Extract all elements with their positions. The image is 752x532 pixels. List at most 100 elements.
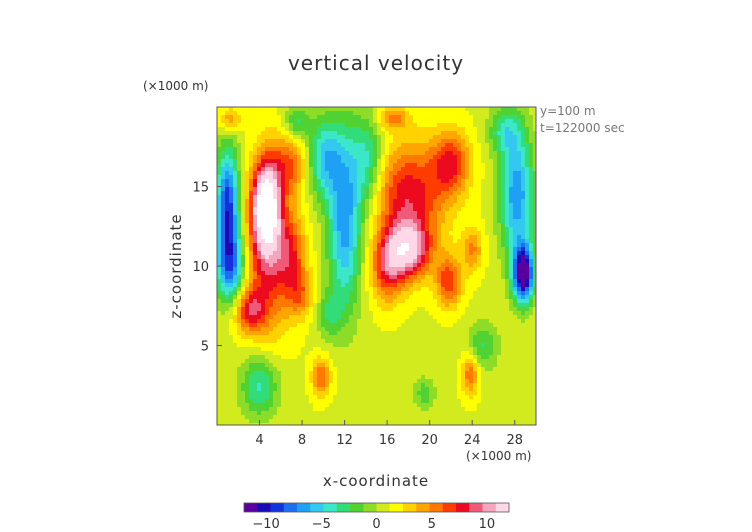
heatmap-cell bbox=[225, 147, 230, 152]
heatmap-cell bbox=[509, 347, 514, 352]
heatmap-cell bbox=[389, 291, 394, 296]
heatmap-cell bbox=[349, 275, 354, 280]
heatmap-cell bbox=[261, 307, 266, 312]
heatmap-cell bbox=[497, 167, 502, 172]
heatmap-cell bbox=[361, 115, 366, 120]
heatmap-cell bbox=[521, 319, 526, 324]
heatmap-cell bbox=[365, 175, 370, 180]
heatmap-cell bbox=[505, 339, 510, 344]
heatmap-cell bbox=[281, 207, 286, 212]
heatmap-cell bbox=[513, 291, 518, 296]
heatmap-cell bbox=[301, 231, 306, 236]
heatmap-cell bbox=[349, 251, 354, 256]
heatmap-cell bbox=[505, 119, 510, 124]
heatmap-cell bbox=[489, 295, 494, 300]
heatmap-cell bbox=[237, 127, 242, 132]
heatmap-cell bbox=[329, 111, 334, 116]
heatmap-cell bbox=[357, 195, 362, 200]
heatmap-cell bbox=[417, 195, 422, 200]
heatmap-cell bbox=[349, 311, 354, 316]
heatmap-cell bbox=[317, 347, 322, 352]
heatmap-cell bbox=[221, 215, 226, 220]
heatmap-cell bbox=[321, 235, 326, 240]
heatmap-cell bbox=[421, 311, 426, 316]
heatmap-cell bbox=[253, 271, 258, 276]
heatmap-cell bbox=[325, 355, 330, 360]
heatmap-cell bbox=[517, 135, 522, 140]
heatmap-cell bbox=[217, 259, 222, 264]
heatmap-cell bbox=[313, 119, 318, 124]
heatmap-cell bbox=[237, 263, 242, 268]
heatmap-cell bbox=[489, 251, 494, 256]
heatmap-cell bbox=[321, 239, 326, 244]
heatmap-cell bbox=[429, 231, 434, 236]
heatmap-cell bbox=[425, 115, 430, 120]
heatmap-cell bbox=[341, 275, 346, 280]
heatmap-cell bbox=[365, 275, 370, 280]
heatmap-cell bbox=[265, 191, 270, 196]
heatmap-cell bbox=[265, 279, 270, 284]
heatmap-cell bbox=[265, 215, 270, 220]
heatmap-cell bbox=[469, 199, 474, 204]
heatmap-cell bbox=[361, 111, 366, 116]
heatmap-cell bbox=[297, 119, 302, 124]
heatmap-cell bbox=[473, 167, 478, 172]
heatmap-cell bbox=[481, 195, 486, 200]
heatmap-cell bbox=[341, 111, 346, 116]
heatmap-cell bbox=[477, 251, 482, 256]
heatmap-cell bbox=[529, 175, 534, 180]
heatmap-cell bbox=[349, 119, 354, 124]
heatmap-cell bbox=[341, 267, 346, 272]
heatmap-cell bbox=[377, 111, 382, 116]
heatmap-cell bbox=[489, 247, 494, 252]
heatmap-cell bbox=[461, 139, 466, 144]
heatmap-cell bbox=[253, 283, 258, 288]
heatmap-cell bbox=[241, 227, 246, 232]
heatmap-cell bbox=[461, 255, 466, 260]
heatmap-cell bbox=[233, 319, 238, 324]
heatmap-cell bbox=[453, 223, 458, 228]
heatmap-cell bbox=[437, 135, 442, 140]
heatmap-cell bbox=[301, 211, 306, 216]
heatmap-cell bbox=[297, 215, 302, 220]
heatmap-cell bbox=[389, 335, 394, 340]
heatmap-cell bbox=[257, 191, 262, 196]
heatmap-cell bbox=[377, 107, 382, 112]
heatmap-cell bbox=[265, 335, 270, 340]
heatmap-cell bbox=[385, 343, 390, 348]
heatmap-cell bbox=[345, 127, 350, 132]
heatmap-cell bbox=[421, 171, 426, 176]
heatmap-cell bbox=[477, 247, 482, 252]
heatmap-cell bbox=[517, 127, 522, 132]
heatmap-cell bbox=[445, 239, 450, 244]
heatmap-cell bbox=[221, 119, 226, 124]
heatmap-cell bbox=[469, 159, 474, 164]
heatmap-cell bbox=[289, 291, 294, 296]
heatmap-cell bbox=[253, 107, 258, 112]
heatmap-cell bbox=[289, 275, 294, 280]
heatmap-cell bbox=[525, 179, 530, 184]
heatmap-cell bbox=[253, 339, 258, 344]
heatmap-cell bbox=[501, 307, 506, 312]
heatmap-cell bbox=[421, 191, 426, 196]
heatmap-cell bbox=[325, 231, 330, 236]
heatmap-cell bbox=[265, 187, 270, 192]
heatmap-cell bbox=[321, 191, 326, 196]
heatmap-cell bbox=[497, 163, 502, 168]
heatmap-cell bbox=[261, 231, 266, 236]
heatmap-cell bbox=[505, 207, 510, 212]
heatmap-cell bbox=[425, 351, 430, 356]
heatmap-cell bbox=[489, 107, 494, 112]
heatmap-cell bbox=[489, 223, 494, 228]
heatmap-cell bbox=[301, 199, 306, 204]
heatmap-cell bbox=[305, 227, 310, 232]
heatmap-cell bbox=[481, 311, 486, 316]
heatmap-cell bbox=[253, 315, 258, 320]
heatmap-cell bbox=[421, 275, 426, 280]
heatmap-cell bbox=[497, 251, 502, 256]
heatmap-cell bbox=[341, 323, 346, 328]
heatmap-cell bbox=[433, 263, 438, 268]
heatmap-cell bbox=[501, 299, 506, 304]
heatmap-cell bbox=[337, 239, 342, 244]
heatmap-cell bbox=[505, 135, 510, 140]
